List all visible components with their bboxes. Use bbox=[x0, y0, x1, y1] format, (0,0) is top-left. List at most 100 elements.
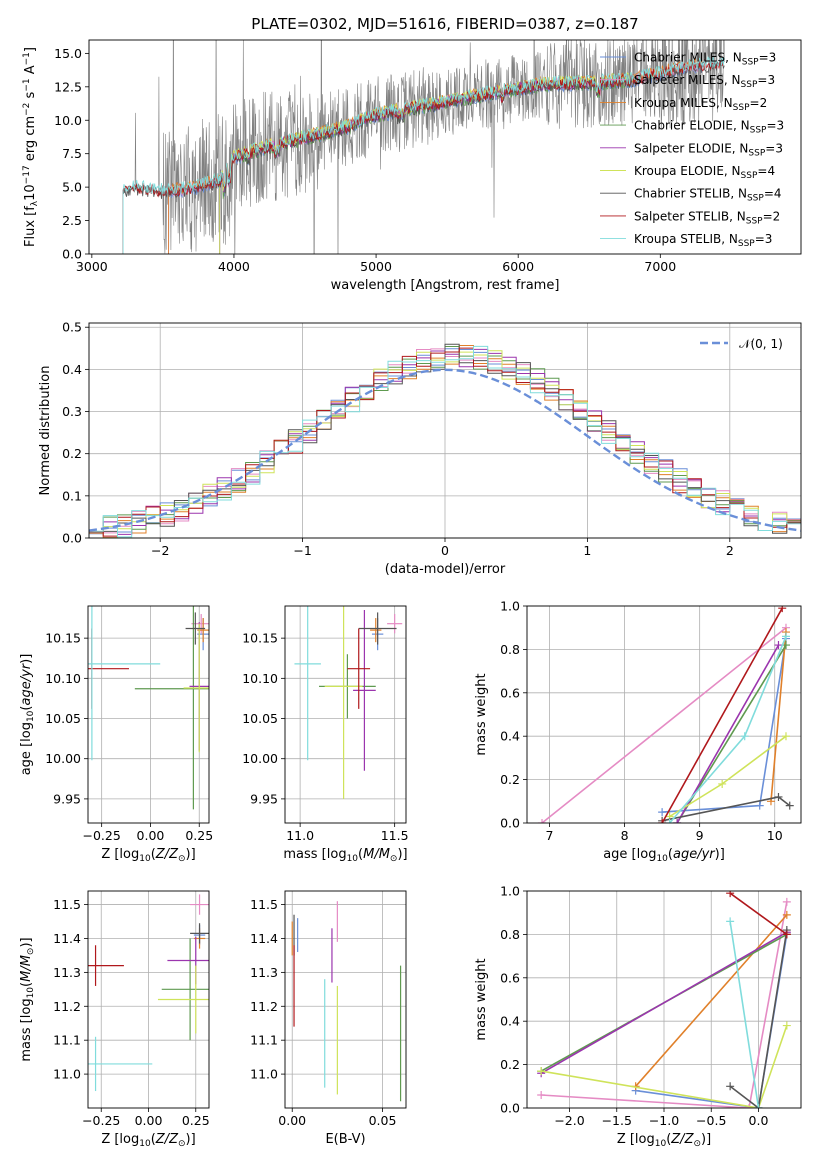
y-tick-label: 11.3 bbox=[250, 965, 278, 980]
errorbar-chabrier-elodie bbox=[161, 938, 209, 1041]
errorbar-salpeter-elodie bbox=[353, 610, 376, 771]
weights-salpeter-stelib bbox=[726, 891, 791, 939]
weight-marker bbox=[782, 910, 791, 919]
mass-weight-vs-metallicity-panel: −2.0 −1.5 −1.0 −0.5 0.0 0.0 0.2 0.4 0.6 0.8 1.0 Z [… bbox=[474, 884, 802, 1149]
y-tick-label: 11.5 bbox=[53, 897, 81, 912]
histogram-kroupa-stelib bbox=[89, 345, 801, 538]
x-tick-label: 7 bbox=[546, 828, 554, 843]
y-tick-label: 1.0 bbox=[500, 599, 520, 614]
y-tick-label: 0.3 bbox=[62, 404, 82, 419]
x-tick-label: −2.0 bbox=[554, 1113, 584, 1128]
y-tick-label: 10.05 bbox=[242, 711, 278, 726]
errorbar-kroupa-stelib bbox=[88, 1036, 153, 1092]
y-tick-label: 10.05 bbox=[45, 711, 81, 726]
errorbar-kroupa-elodie bbox=[183, 623, 209, 753]
spectrum-panel: 3000 4000 5000 6000 7000 0.0 2.5 5.0 7.5 10.0 12.5… bbox=[22, 39, 802, 293]
weights-salpeter-stelib bbox=[658, 606, 787, 823]
x-tick-label: −2 bbox=[151, 543, 169, 558]
errorbar-chabrier-stelib bbox=[190, 923, 209, 944]
y-tick-label: 0.4 bbox=[62, 362, 82, 377]
y-tick-label: 0.8 bbox=[500, 927, 520, 942]
y-axis-label: mass weight bbox=[474, 673, 489, 755]
figure-title: PLATE=0302, MJD=51616, FIBERID=0387, z=0… bbox=[251, 15, 638, 33]
model-line-kroupa-stelib bbox=[122, 56, 725, 254]
plot-area bbox=[88, 606, 209, 810]
weight-marker bbox=[740, 732, 749, 741]
plot-area bbox=[89, 343, 801, 538]
weight-line bbox=[668, 636, 787, 823]
weight-line bbox=[541, 1025, 788, 1108]
errorbar-kroupa-stelib bbox=[88, 606, 161, 761]
x-axis-label: Z [log10(Z/Z⊙)] bbox=[101, 847, 195, 864]
y-axis-label: mass weight bbox=[474, 958, 489, 1040]
mass-weight-vs-age-panel: 7 8 9 10 0.0 0.2 0.4 0.6 0.8 1.0 age [log10(age/yr… bbox=[474, 599, 802, 864]
y-tick-label: 9.95 bbox=[250, 791, 278, 806]
y-tick-label: 11.4 bbox=[53, 931, 81, 946]
weight-marker bbox=[665, 819, 674, 823]
x-tick-label: 10 bbox=[767, 828, 783, 843]
legend-entry: Chabrier STELIB, NSSP=4 bbox=[634, 187, 782, 204]
mass-vs-metallicity-panel: −0.25 0.00 0.25 11.0 11.1 11.2 11.3 11.4 11.5 Z [… bbox=[19, 890, 210, 1149]
errorbar-salpeter-miles bbox=[190, 894, 209, 915]
x-tick-label: 7000 bbox=[644, 259, 676, 274]
weight-line bbox=[729, 929, 788, 1108]
weight-marker bbox=[673, 819, 682, 823]
weights-salpeter-elodie bbox=[673, 641, 783, 823]
residual-legend: 𝒩(0, 1) bbox=[700, 337, 783, 351]
x-tick-label: 5000 bbox=[360, 259, 392, 274]
plot-area bbox=[291, 901, 402, 1102]
x-axis-label: mass [log10(M/M⊙)] bbox=[283, 847, 407, 864]
weight-marker bbox=[718, 779, 727, 788]
weights-kroupa-stelib bbox=[665, 632, 790, 823]
weights-salpeter-miles bbox=[538, 623, 790, 823]
y-tick-label: 0.2 bbox=[500, 772, 520, 787]
axes-frame: 3000 4000 5000 6000 7000 0.0 2.5 5.0 7.5 10.0 12.5… bbox=[54, 39, 802, 274]
y-tick-label: 11.1 bbox=[250, 1033, 278, 1048]
weights-kroupa-miles bbox=[766, 628, 790, 806]
x-tick-label: 3000 bbox=[76, 259, 108, 274]
y-tick-label: 11.4 bbox=[250, 931, 278, 946]
weight-marker bbox=[726, 917, 735, 926]
weight-line bbox=[541, 627, 787, 823]
x-tick-label: 11.0 bbox=[286, 828, 314, 843]
y-tick-label: 9.95 bbox=[53, 791, 81, 806]
x-tick-label: −1.5 bbox=[602, 1113, 632, 1128]
plot-area bbox=[294, 606, 403, 799]
y-tick-label: 11.0 bbox=[250, 1067, 278, 1082]
errorbar-salpeter-stelib bbox=[347, 628, 371, 709]
weight-line bbox=[635, 914, 788, 1087]
x-tick-label: 9 bbox=[696, 828, 704, 843]
legend-entry: Kroupa MILES, NSSP=2 bbox=[634, 96, 767, 113]
weight-marker bbox=[726, 1082, 735, 1091]
y-axis-label: Flux [fλ10−17 erg cm−2 s−1 A−1] bbox=[22, 47, 40, 247]
x-tick-label: −0.25 bbox=[82, 1113, 120, 1128]
axes-frame: −2.0 −1.5 −1.0 −0.5 0.0 0.0 0.2 0.4 0.6 0.8 1.0 bbox=[500, 884, 802, 1128]
axes-frame: −2 −1 0 1 2 0.0 0.1 0.2 0.3 0.4 0.5 bbox=[62, 320, 802, 558]
x-tick-label: 0 bbox=[441, 543, 449, 558]
legend-entry: Salpeter MILES, NSSP=3 bbox=[634, 73, 775, 90]
weight-marker bbox=[774, 792, 783, 801]
x-tick-label: 4000 bbox=[218, 259, 250, 274]
weight-marker bbox=[782, 1021, 791, 1030]
weight-marker bbox=[782, 930, 791, 939]
y-tick-label: 10.10 bbox=[242, 671, 278, 686]
y-tick-label: 0.2 bbox=[62, 446, 82, 461]
y-tick-label: 10.15 bbox=[242, 631, 278, 646]
errorbar-chabrier-stelib bbox=[358, 612, 397, 645]
weights-salpeter-miles bbox=[537, 897, 791, 1108]
errorbar-kroupa-miles bbox=[370, 618, 382, 643]
errorbar-chabrier-stelib bbox=[185, 612, 206, 645]
y-tick-label: 10.00 bbox=[242, 751, 278, 766]
residual-panel: −2 −1 0 1 2 0.0 0.1 0.2 0.3 0.4 0.5 𝒩(0, 1) (data-mo… bbox=[38, 320, 802, 577]
weight-line bbox=[770, 631, 787, 802]
y-tick-label: 0.0 bbox=[62, 531, 82, 546]
legend-entry: Salpeter STELIB, NSSP=2 bbox=[634, 209, 780, 226]
weight-marker bbox=[774, 641, 783, 650]
y-axis-label: age [log10(age/yr)] bbox=[19, 654, 36, 776]
y-tick-label: 10.10 bbox=[45, 671, 81, 686]
y-tick-label: 10.0 bbox=[54, 113, 82, 128]
weight-line bbox=[540, 931, 788, 1074]
errorbar-salpeter-miles bbox=[387, 614, 403, 634]
y-tick-label: 0.8 bbox=[500, 642, 520, 657]
